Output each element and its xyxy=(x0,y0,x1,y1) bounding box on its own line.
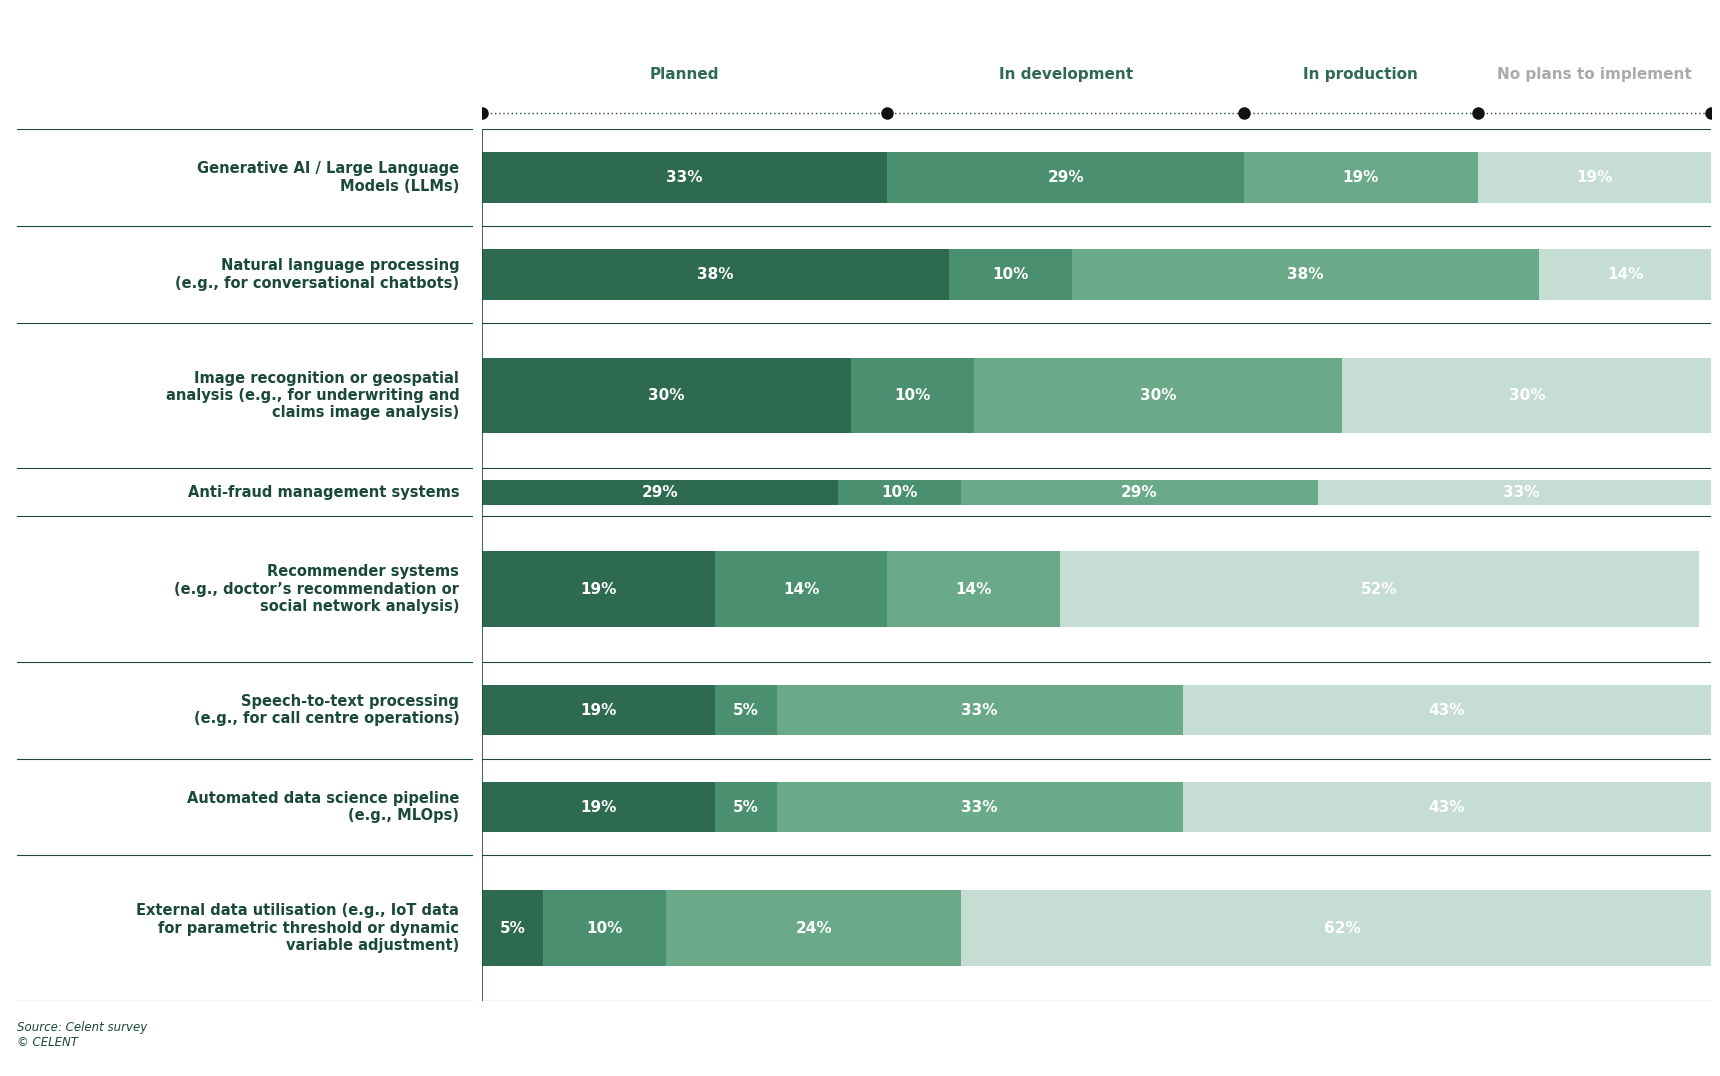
Bar xyxy=(888,551,1060,627)
Text: 33%: 33% xyxy=(961,799,998,815)
Text: Generative AI / Large Language
Models (LLMs): Generative AI / Large Language Models (L… xyxy=(198,161,459,194)
Text: 52%: 52% xyxy=(1361,582,1398,596)
Text: 19%: 19% xyxy=(580,799,616,815)
Bar xyxy=(851,357,974,434)
Text: 29%: 29% xyxy=(1047,170,1084,185)
Text: 38%: 38% xyxy=(697,267,733,282)
Bar xyxy=(1539,250,1711,299)
Text: 19%: 19% xyxy=(580,703,616,718)
Bar xyxy=(482,250,949,299)
Bar xyxy=(482,685,716,735)
Text: External data utilisation (e.g., IoT data
for parametric threshold or dynamic
va: External data utilisation (e.g., IoT dat… xyxy=(136,903,459,953)
Bar xyxy=(949,250,1072,299)
Bar xyxy=(1318,480,1720,505)
Bar xyxy=(482,551,716,627)
Text: 10%: 10% xyxy=(894,388,931,402)
Text: 14%: 14% xyxy=(1606,267,1644,282)
Text: 62%: 62% xyxy=(1324,921,1361,935)
Text: 14%: 14% xyxy=(955,582,992,596)
Bar xyxy=(974,357,1342,434)
Bar xyxy=(482,480,838,505)
Bar xyxy=(1477,153,1711,202)
Bar xyxy=(716,551,888,627)
Text: 5%: 5% xyxy=(733,703,759,718)
Bar xyxy=(666,890,961,966)
Bar xyxy=(838,480,961,505)
Text: In development: In development xyxy=(999,68,1133,83)
Text: 10%: 10% xyxy=(992,267,1029,282)
Bar xyxy=(1183,782,1711,832)
Text: 19%: 19% xyxy=(1577,170,1613,185)
Text: Natural language processing
(e.g., for conversational chatbots): Natural language processing (e.g., for c… xyxy=(175,258,459,291)
Bar xyxy=(482,357,851,434)
Text: 43%: 43% xyxy=(1429,799,1465,815)
Bar xyxy=(961,890,1720,966)
Text: 29%: 29% xyxy=(642,485,678,499)
Bar xyxy=(1342,357,1711,434)
Bar xyxy=(888,153,1244,202)
Bar xyxy=(716,782,777,832)
Bar xyxy=(482,782,716,832)
Text: Automated data science pipeline
(e.g., MLOps): Automated data science pipeline (e.g., M… xyxy=(187,791,459,823)
Text: 19%: 19% xyxy=(580,582,616,596)
Bar xyxy=(482,890,544,966)
Bar xyxy=(1183,685,1711,735)
Text: Planned: Planned xyxy=(650,68,719,83)
Text: 30%: 30% xyxy=(648,388,685,402)
Bar xyxy=(777,782,1183,832)
Bar xyxy=(1072,250,1539,299)
Bar xyxy=(777,685,1183,735)
Text: 33%: 33% xyxy=(666,170,703,185)
Text: 10%: 10% xyxy=(587,921,623,935)
Text: No plans to implement: No plans to implement xyxy=(1496,68,1692,83)
Text: 10%: 10% xyxy=(882,485,918,499)
Text: Speech-to-text processing
(e.g., for call centre operations): Speech-to-text processing (e.g., for cal… xyxy=(194,694,459,726)
Text: 30%: 30% xyxy=(1140,388,1176,402)
Text: 29%: 29% xyxy=(1121,485,1158,499)
Text: 30%: 30% xyxy=(1508,388,1545,402)
Text: Image recognition or geospatial
analysis (e.g., for underwriting and
claims imag: Image recognition or geospatial analysis… xyxy=(165,370,459,421)
Text: 19%: 19% xyxy=(1343,170,1379,185)
Bar xyxy=(1244,153,1477,202)
Text: Recommender systems
(e.g., doctor’s recommendation or
social network analysis): Recommender systems (e.g., doctor’s reco… xyxy=(174,564,459,614)
Text: 14%: 14% xyxy=(783,582,819,596)
Text: Source: Celent survey
© CELENT: Source: Celent survey © CELENT xyxy=(17,1021,148,1049)
Text: 5%: 5% xyxy=(499,921,525,935)
Text: In production: In production xyxy=(1304,68,1419,83)
Text: 43%: 43% xyxy=(1429,703,1465,718)
Bar xyxy=(1060,551,1699,627)
Text: 38%: 38% xyxy=(1287,267,1324,282)
Bar xyxy=(716,685,777,735)
Bar xyxy=(544,890,666,966)
Text: 33%: 33% xyxy=(1503,485,1539,499)
Bar xyxy=(961,480,1318,505)
Text: 33%: 33% xyxy=(961,703,998,718)
Bar xyxy=(482,153,888,202)
Text: Anti-fraud management systems: Anti-fraud management systems xyxy=(187,485,459,499)
Text: 24%: 24% xyxy=(795,921,832,935)
Text: 5%: 5% xyxy=(733,799,759,815)
